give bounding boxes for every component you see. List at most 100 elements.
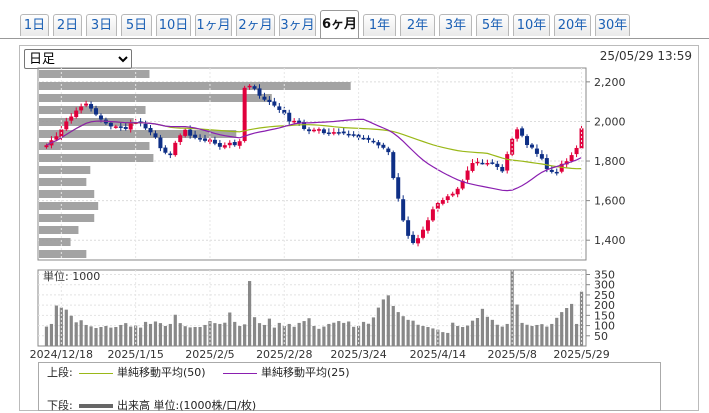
volume-bar: [347, 321, 351, 346]
volume-bar: [54, 305, 58, 346]
candle-body: [525, 136, 530, 145]
tab-6[interactable]: 1ヶ月: [195, 14, 232, 36]
legend-volume-label: 出来高 単位:(1000株/口/枚): [117, 399, 257, 412]
tab-2[interactable]: 2日: [53, 14, 82, 36]
volume-tick-label: 50: [594, 330, 608, 343]
volume-bar: [64, 309, 68, 346]
candle-body: [272, 101, 277, 106]
candle-body: [520, 128, 525, 136]
volume-profile-bar: [39, 118, 134, 126]
volume-bar: [203, 324, 207, 346]
tab-7[interactable]: 2ヶ月: [236, 14, 275, 36]
candle-body: [505, 154, 510, 171]
candle-body: [178, 135, 183, 143]
date-tick-label: 2025/5/29: [553, 348, 609, 361]
volume-bar: [574, 323, 579, 346]
tab-9[interactable]: 6ヶ月: [320, 10, 359, 38]
volume-tick-label: 150: [594, 309, 615, 322]
candle-body: [336, 132, 341, 134]
volume-swatch-icon: [79, 404, 113, 408]
volume-bar: [337, 321, 341, 346]
volume-bar: [555, 317, 559, 346]
volume-bar: [545, 326, 549, 346]
candle-body: [143, 123, 148, 129]
tab-12[interactable]: 3年: [439, 14, 472, 36]
volume-bar: [391, 305, 395, 346]
price-tick-label: 2,000: [594, 115, 626, 128]
date-tick-label: 2025/3/24: [330, 348, 386, 361]
volume-bar: [69, 315, 73, 346]
candle-body: [98, 115, 103, 120]
tab-8[interactable]: 3ヶ月: [279, 14, 316, 36]
chart-legend: 上段: 単純移動平均(50) 単純移動平均(25) 下段: 出来高 単位:(10…: [38, 362, 661, 412]
volume-tick-label: 300: [594, 279, 615, 292]
volume-unit-label: 単位: 1000: [43, 269, 100, 283]
volume-bar: [361, 321, 366, 346]
candle-body: [475, 161, 480, 164]
candle-body: [74, 110, 79, 118]
price-tick-label: 1,800: [594, 155, 626, 168]
volume-bar: [500, 326, 504, 346]
ma25-line: [46, 118, 582, 192]
volume-tick-label: 250: [594, 289, 615, 302]
volume-bar: [550, 323, 554, 346]
volume-bar: [153, 321, 158, 346]
tab-16[interactable]: 30年: [595, 14, 630, 36]
candle-body: [495, 163, 500, 167]
volume-bar: [262, 324, 267, 346]
volume-bar: [520, 322, 524, 346]
tab-underline: [0, 38, 709, 39]
update-datetime: 25/05/29 13:59: [599, 49, 692, 63]
volume-bar: [332, 322, 336, 346]
volume-bar: [297, 322, 301, 346]
tab-13[interactable]: 5年: [476, 14, 509, 36]
tab-3[interactable]: 3日: [86, 14, 117, 36]
tab-10[interactable]: 1年: [363, 14, 396, 36]
candle-body: [64, 121, 69, 130]
tab-1[interactable]: 1日: [20, 14, 49, 36]
tab-5[interactable]: 10日: [156, 14, 191, 36]
candle-body: [193, 134, 198, 138]
candle-body: [510, 138, 515, 155]
candle-body: [198, 138, 203, 140]
candle-body: [569, 155, 574, 162]
volume-bar: [287, 323, 291, 346]
volume-bar: [560, 312, 564, 346]
candle-body: [113, 126, 118, 128]
candle-body: [153, 133, 158, 138]
tab-11[interactable]: 2年: [400, 14, 435, 36]
volume-bar: [208, 321, 212, 346]
volume-bar: [565, 308, 569, 346]
candle-body: [128, 123, 133, 130]
candle-body: [123, 126, 128, 129]
candle-body: [282, 109, 287, 114]
candle-body: [168, 153, 173, 156]
tab-4[interactable]: 5日: [121, 14, 152, 36]
legend-lower-label: 下段:: [47, 399, 73, 412]
candle-body: [554, 171, 559, 174]
candle-body: [420, 229, 425, 238]
candle-body: [341, 131, 346, 134]
candle-body: [490, 162, 495, 164]
candle-body: [89, 104, 94, 109]
candle-body: [346, 133, 351, 136]
volume-bar: [193, 327, 197, 346]
volume-profile-bar: [39, 70, 150, 78]
candle-body: [158, 137, 163, 149]
volume-bar: [426, 327, 430, 346]
volume-bar: [436, 329, 440, 346]
candle-body: [455, 188, 460, 195]
candle-body: [574, 147, 579, 155]
volume-bar: [163, 325, 167, 346]
candle-body: [440, 200, 445, 204]
candle-body: [277, 106, 282, 110]
volume-bar: [396, 312, 400, 346]
period-select[interactable]: 日足: [24, 49, 132, 69]
tab-15[interactable]: 20年: [554, 14, 591, 36]
candle-body: [44, 145, 49, 148]
tab-14[interactable]: 10年: [513, 14, 550, 36]
volume-plot-frame: [37, 269, 587, 347]
volume-profile-bar: [39, 250, 87, 258]
candle-body: [227, 142, 232, 146]
